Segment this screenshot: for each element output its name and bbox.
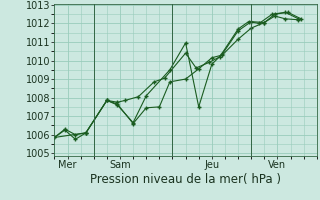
- X-axis label: Pression niveau de la mer( hPa ): Pression niveau de la mer( hPa ): [90, 173, 281, 186]
